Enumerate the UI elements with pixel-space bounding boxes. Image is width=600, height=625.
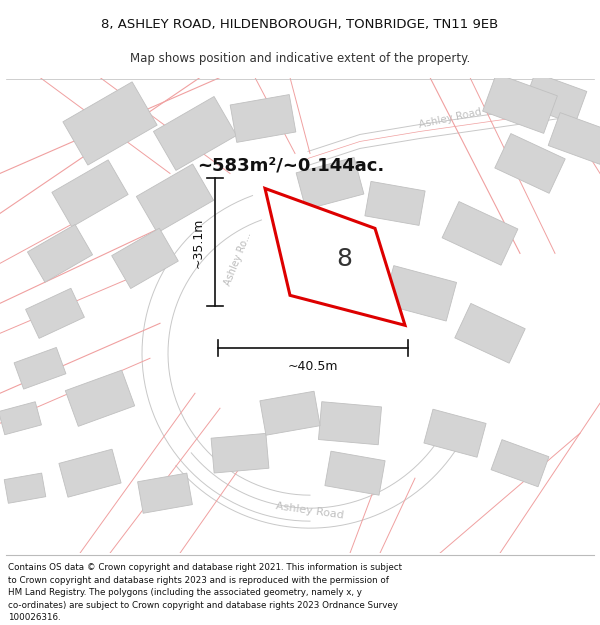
Polygon shape — [365, 181, 425, 226]
Polygon shape — [325, 451, 385, 495]
Polygon shape — [137, 473, 193, 513]
Polygon shape — [319, 402, 382, 445]
Text: 8, ASHLEY ROAD, HILDENBOROUGH, TONBRIDGE, TN11 9EB: 8, ASHLEY ROAD, HILDENBOROUGH, TONBRIDGE… — [101, 18, 499, 31]
Polygon shape — [296, 158, 364, 209]
Polygon shape — [136, 164, 214, 233]
Text: ~583m²/~0.144ac.: ~583m²/~0.144ac. — [197, 156, 384, 174]
Polygon shape — [491, 439, 549, 487]
Polygon shape — [548, 112, 600, 164]
Polygon shape — [63, 82, 157, 165]
Text: ~40.5m: ~40.5m — [288, 360, 338, 373]
Polygon shape — [495, 134, 565, 193]
Polygon shape — [4, 473, 46, 503]
Polygon shape — [59, 449, 121, 498]
Polygon shape — [260, 391, 320, 435]
Polygon shape — [154, 96, 236, 171]
Polygon shape — [211, 433, 269, 473]
Polygon shape — [482, 74, 557, 133]
Polygon shape — [442, 201, 518, 265]
Polygon shape — [424, 409, 486, 458]
Text: ~35.1m: ~35.1m — [192, 217, 205, 268]
Polygon shape — [112, 228, 178, 289]
Text: 100026316.: 100026316. — [8, 613, 61, 622]
Polygon shape — [523, 72, 587, 124]
Text: Ashley Road: Ashley Road — [418, 107, 482, 130]
Polygon shape — [230, 94, 296, 142]
Text: Ashley Ro...: Ashley Ro... — [223, 230, 253, 287]
Polygon shape — [455, 303, 525, 363]
Text: Map shows position and indicative extent of the property.: Map shows position and indicative extent… — [130, 52, 470, 64]
Polygon shape — [0, 402, 41, 435]
Polygon shape — [383, 266, 457, 321]
Text: Ashley Road: Ashley Road — [275, 501, 344, 521]
Polygon shape — [26, 288, 85, 338]
Polygon shape — [28, 224, 92, 282]
Polygon shape — [52, 160, 128, 227]
Polygon shape — [14, 348, 66, 389]
Polygon shape — [265, 188, 405, 325]
Text: to Crown copyright and database rights 2023 and is reproduced with the permissio: to Crown copyright and database rights 2… — [8, 576, 389, 584]
Text: co-ordinates) are subject to Crown copyright and database rights 2023 Ordnance S: co-ordinates) are subject to Crown copyr… — [8, 601, 398, 609]
Polygon shape — [65, 370, 134, 426]
Text: Contains OS data © Crown copyright and database right 2021. This information is : Contains OS data © Crown copyright and d… — [8, 563, 402, 572]
Text: 8: 8 — [336, 248, 352, 271]
Text: HM Land Registry. The polygons (including the associated geometry, namely x, y: HM Land Registry. The polygons (includin… — [8, 588, 362, 597]
